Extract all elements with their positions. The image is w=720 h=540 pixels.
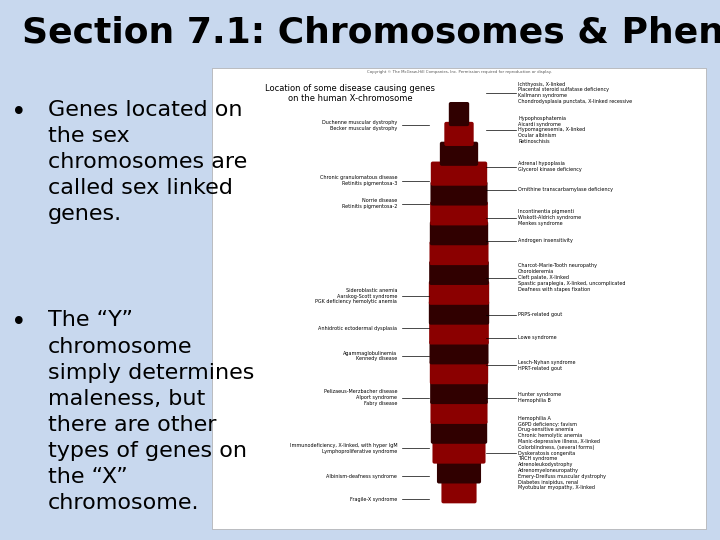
- FancyBboxPatch shape: [440, 141, 478, 166]
- Text: Section 7.1: Chromosomes & Phenotypes: Section 7.1: Chromosomes & Phenotypes: [22, 16, 720, 50]
- FancyBboxPatch shape: [433, 440, 485, 464]
- Text: The “Y”
chromosome
simply determines
maleness, but
there are other
types of gene: The “Y” chromosome simply determines mal…: [48, 310, 255, 513]
- Text: Location of some disease causing genes
on the human X-chromosome: Location of some disease causing genes o…: [266, 84, 436, 103]
- Text: Hypophosphatemia
Aicardi syndrome
Hypomagnesemia, X-linked
Ocular albinism
Retin: Hypophosphatemia Aicardi syndrome Hypoma…: [518, 116, 585, 144]
- Text: Sideroblastic anemia
Aarskog-Scott syndrome
PGK deficiency hemolytic anemia: Sideroblastic anemia Aarskog-Scott syndr…: [315, 288, 397, 305]
- FancyBboxPatch shape: [431, 420, 487, 444]
- FancyBboxPatch shape: [441, 479, 477, 503]
- FancyBboxPatch shape: [430, 201, 488, 225]
- FancyBboxPatch shape: [430, 221, 488, 245]
- Text: •: •: [11, 310, 27, 336]
- FancyBboxPatch shape: [430, 380, 488, 404]
- FancyBboxPatch shape: [431, 161, 487, 186]
- Text: Charcot-Marie-Tooth neuropathy
Choroideremia
Cleft palate, X-linked
Spastic para: Charcot-Marie-Tooth neuropathy Choroider…: [518, 264, 626, 292]
- Text: PRPS-related gout: PRPS-related gout: [518, 312, 562, 317]
- FancyBboxPatch shape: [430, 340, 488, 364]
- FancyBboxPatch shape: [449, 102, 469, 126]
- FancyBboxPatch shape: [429, 261, 489, 285]
- Text: Incontinentia pigmenti
Wiskott-Aldrich syndrome
Menkes syndrome: Incontinentia pigmenti Wiskott-Aldrich s…: [518, 210, 581, 226]
- Text: Lowe syndrome: Lowe syndrome: [518, 335, 557, 340]
- Text: Androgen insensitivity: Androgen insensitivity: [518, 238, 573, 243]
- FancyBboxPatch shape: [444, 122, 474, 146]
- FancyBboxPatch shape: [212, 68, 706, 529]
- Text: Hemophilia A
G6PD deficiency: favism
Drug-sensitive anemia
Chronic hemolytic ane: Hemophilia A G6PD deficiency: favism Dru…: [518, 416, 606, 490]
- FancyBboxPatch shape: [429, 281, 489, 305]
- Text: Duchenne muscular dystrophy
Becker muscular dystrophy: Duchenne muscular dystrophy Becker muscu…: [322, 120, 397, 131]
- Text: Pelizaeus-Merzbacher disease
Alport syndrome
Fabry disease: Pelizaeus-Merzbacher disease Alport synd…: [324, 389, 397, 406]
- FancyBboxPatch shape: [430, 360, 488, 384]
- Text: Agammaglobulinemia
Kennedy disease: Agammaglobulinemia Kennedy disease: [343, 350, 397, 361]
- FancyBboxPatch shape: [430, 241, 488, 265]
- Text: Copyright © The McGraw-Hill Companies, Inc. Permission required for reproduction: Copyright © The McGraw-Hill Companies, I…: [366, 70, 552, 74]
- Text: •: •: [11, 100, 27, 126]
- Text: Fragile-X syndrome: Fragile-X syndrome: [350, 497, 397, 502]
- Text: Adrenal hypoplasia
Glycerol kinase deficiency: Adrenal hypoplasia Glycerol kinase defic…: [518, 161, 582, 172]
- FancyBboxPatch shape: [429, 301, 489, 325]
- Text: Hunter syndrome
Hemophilia B: Hunter syndrome Hemophilia B: [518, 392, 562, 403]
- Text: Chronic granulomatous disease
Retinitis pigmentosa-3: Chronic granulomatous disease Retinitis …: [320, 175, 397, 186]
- FancyBboxPatch shape: [431, 181, 487, 206]
- FancyBboxPatch shape: [431, 400, 487, 424]
- Text: Lesch-Nyhan syndrome
HPRT-related gout: Lesch-Nyhan syndrome HPRT-related gout: [518, 360, 576, 370]
- Text: Ornithine transcarbamylase deficiency: Ornithine transcarbamylase deficiency: [518, 187, 613, 192]
- FancyBboxPatch shape: [429, 320, 489, 345]
- Text: Genes located on
the sex
chromosomes are
called sex linked
genes.: Genes located on the sex chromosomes are…: [48, 100, 248, 224]
- FancyBboxPatch shape: [437, 460, 481, 483]
- Text: Immunodeficiency, X-linked, with hyper IgM
Lymphoproliferative syndrome: Immunodeficiency, X-linked, with hyper I…: [289, 443, 397, 454]
- Text: Albinism-deafness syndrome: Albinism-deafness syndrome: [326, 474, 397, 478]
- Text: Anhidrotic ectodermal dysplasia: Anhidrotic ectodermal dysplasia: [318, 326, 397, 331]
- Text: Norrie disease
Retinitis pigmentosa-2: Norrie disease Retinitis pigmentosa-2: [342, 198, 397, 209]
- Text: Ichthyosis, X-linked
Placental steroid sulfatase deficiency
Kallmann syndrome
Ch: Ichthyosis, X-linked Placental steroid s…: [518, 82, 632, 104]
